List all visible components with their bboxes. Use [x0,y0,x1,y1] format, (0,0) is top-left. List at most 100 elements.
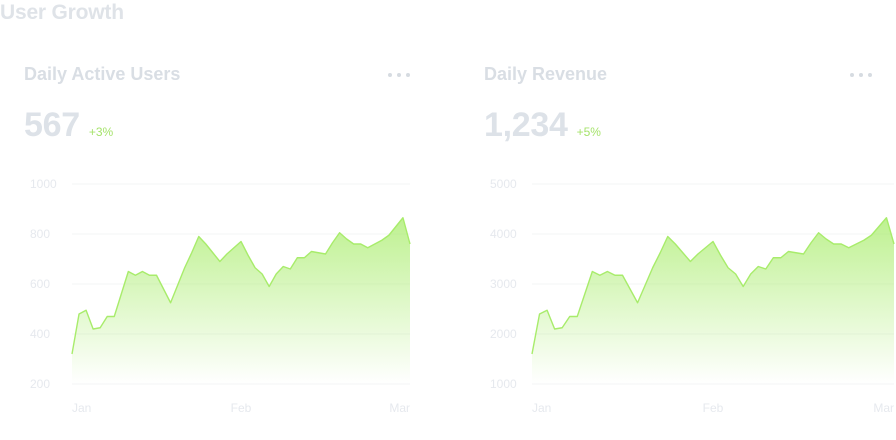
y-tick-label: 4000 [490,227,517,241]
card-daily-active-users: Daily Active Users 567 +3% 200 400 600 800 1… [24,58,444,438]
x-tick-label: Feb [703,401,724,415]
data-point [106,315,108,317]
data-point [531,353,533,355]
data-point [750,273,752,275]
series-area [532,217,894,384]
data-point [885,217,887,219]
data-point [176,284,178,286]
y-tick-label: 5000 [490,177,517,191]
data-point [155,274,157,276]
x-tick-label: Mar [389,401,410,415]
data-point [282,265,284,267]
page-title: User Growth [0,1,124,24]
data-point [71,353,73,355]
data-point [893,243,895,245]
data-point [303,257,305,259]
data-point [85,309,87,311]
data-point [183,267,185,269]
more-horizontal-icon[interactable] [850,68,872,82]
data-point [402,217,404,219]
data-point [727,267,729,269]
card-title: Daily Revenue [484,64,608,84]
data-point [576,315,578,317]
data-point [367,247,369,249]
data-point [205,243,207,245]
metric-value: 567 [24,106,80,144]
data-point [840,243,842,245]
data-point [712,240,714,242]
metric-delta: +3% [88,125,114,139]
data-point [697,253,699,255]
data-point [855,243,857,245]
metric: 567 +3% [24,106,113,145]
data-point [198,235,200,237]
data-point [261,273,263,275]
x-tick-label: Feb [231,401,252,415]
data-point [381,239,383,241]
data-point [310,250,312,252]
data-point [169,302,171,304]
data-point [584,293,586,295]
data-point [240,240,242,242]
data-point [275,273,277,275]
x-tick-label: Jan [532,401,551,415]
data-point [817,232,819,234]
series-area [72,217,410,384]
data-point [395,225,397,227]
data-point [832,243,834,245]
metric: 1,234 +5% [484,106,601,145]
data-point [787,250,789,252]
data-point [247,254,249,256]
data-point [120,293,122,295]
x-tick-label: Jan [72,401,91,415]
y-tick-label: 800 [30,227,50,241]
data-point [636,302,638,304]
data-point [553,328,555,330]
data-point [704,247,706,249]
data-point [191,252,193,254]
y-tick-label: 600 [30,277,50,291]
metric-delta: +5% [576,125,601,139]
data-point [629,288,631,290]
chart-daily-revenue: 1000 2000 3000 4000 5000 Jan Feb Mar [490,177,895,415]
data-point [802,253,804,255]
metric-value: 1,234 [484,106,568,144]
data-point [226,253,228,255]
y-tick-label: 3000 [490,277,517,291]
data-point [546,309,548,311]
data-point [870,234,872,236]
data-point [644,284,646,286]
data-point [352,243,354,245]
series-line [531,217,895,355]
data-point [388,234,390,236]
data-point [127,270,129,272]
card-daily-revenue: Daily Revenue 1,234 +5% 1000 2000 3000 4000… [484,58,896,438]
data-point [254,267,256,269]
data-point [878,225,880,227]
data-point [268,285,270,287]
data-point [848,247,850,249]
data-point [757,265,759,267]
data-point [674,243,676,245]
data-point [667,235,669,237]
data-point [569,315,571,317]
data-point [162,288,164,290]
data-point [651,267,653,269]
y-tick-label: 400 [30,327,50,341]
data-point [682,252,684,254]
y-tick-label: 2000 [490,327,517,341]
data-point [212,252,214,254]
data-point [810,242,812,244]
data-point [113,315,115,317]
data-point [659,252,661,254]
more-horizontal-icon[interactable] [388,68,410,82]
data-point [825,238,827,240]
data-point [614,274,616,276]
data-point [324,253,326,255]
data-point [317,252,319,254]
data-point [742,285,744,287]
data-point [360,243,362,245]
card-title: Daily Active Users [24,64,181,84]
data-point [795,252,797,254]
data-point [863,239,865,241]
